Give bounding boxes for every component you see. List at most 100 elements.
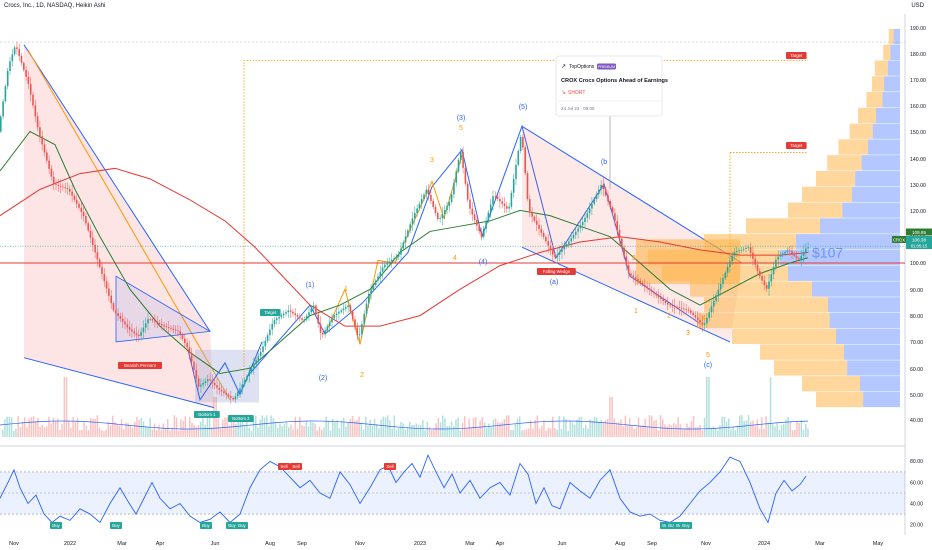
- volume-bar: [530, 420, 532, 437]
- volume-bar: [499, 423, 501, 437]
- candle-body: [499, 198, 501, 202]
- candle-body: [140, 331, 142, 337]
- candle-body: [96, 252, 99, 260]
- volume-bar: [180, 419, 182, 437]
- candle-body: [269, 329, 271, 336]
- candle-body: [59, 185, 62, 187]
- candle-body: [460, 151, 462, 160]
- candle-body: [404, 236, 407, 243]
- candle-body: [634, 277, 637, 280]
- volume-bar: [417, 424, 420, 437]
- rsi-line: [0, 453, 807, 524]
- vp-bar-blue: [868, 139, 900, 155]
- volume-bar: [389, 420, 391, 437]
- candle-body: [466, 183, 469, 200]
- volume-bar: [523, 429, 525, 437]
- candle-body: [501, 201, 503, 204]
- volume-bar: [248, 427, 250, 437]
- volume-bar: [316, 430, 319, 437]
- volume-bar: [754, 425, 756, 437]
- volume-bar: [721, 416, 723, 437]
- volume-bar: [752, 420, 754, 437]
- volume-bar: [142, 421, 145, 437]
- volume-bar: [745, 420, 748, 437]
- candle-body: [128, 327, 131, 330]
- candle-body: [108, 288, 110, 296]
- vp-bar-orange: [827, 155, 862, 171]
- vp-bar-blue: [861, 155, 900, 171]
- candle-body: [646, 286, 648, 289]
- vp-bar-orange: [872, 76, 884, 92]
- idea-card-headline[interactable]: CROX Crocs Options Ahead of Earnings: [561, 78, 668, 84]
- candle-body: [200, 384, 202, 387]
- sell-label: Sell: [386, 464, 393, 469]
- candle-body: [294, 313, 296, 316]
- volume-bar: [230, 419, 233, 437]
- idea-card[interactable]: ↗ TopOptions PREMIUM CROX Crocs Options …: [555, 55, 668, 117]
- volume-bar: [569, 421, 572, 437]
- candle-body: [687, 309, 690, 311]
- candle-body: [473, 214, 476, 220]
- candle-body: [308, 312, 310, 316]
- candle-body: [379, 271, 382, 277]
- volume-bar: [679, 424, 682, 437]
- volume-bar: [785, 419, 787, 437]
- candle-body: [604, 189, 607, 196]
- volume-bar: [202, 415, 204, 437]
- vp-bar-blue: [890, 44, 900, 60]
- buy-label: Buy: [112, 523, 120, 528]
- candle-body: [264, 340, 267, 347]
- volume-bar: [277, 428, 279, 437]
- volume-bar: [301, 425, 303, 437]
- volume-bar: [96, 415, 99, 437]
- volume-bar: [664, 424, 666, 437]
- volume-bar: [404, 429, 407, 437]
- orange-wave-label: 5: [706, 352, 710, 359]
- candle-body: [588, 208, 591, 214]
- target-label: Target: [790, 143, 803, 148]
- candle-body: [453, 182, 455, 195]
- volume-bar: [175, 417, 178, 437]
- volume-bar: [81, 429, 83, 437]
- candle-body: [39, 127, 41, 137]
- volume-profile: [648, 28, 900, 408]
- vp-bar-blue: [788, 265, 900, 281]
- volume-bar: [360, 422, 363, 437]
- volume-bar: [470, 427, 473, 437]
- volume-bar: [101, 429, 103, 437]
- volume-bar: [486, 427, 488, 437]
- volume-bar: [109, 425, 112, 437]
- x-tick-label: Aug: [615, 541, 625, 547]
- candle-body: [328, 322, 331, 327]
- volume-bar: [206, 415, 209, 437]
- candle-body: [356, 327, 359, 336]
- volume-bar: [358, 416, 360, 437]
- candle-body: [354, 319, 356, 328]
- candle-body: [374, 280, 377, 286]
- vp-bar-blue: [852, 186, 900, 203]
- candle-body: [66, 188, 69, 190]
- volume-bar: [765, 416, 767, 437]
- pattern-label-bg: [118, 362, 162, 369]
- volume-bar: [668, 424, 671, 437]
- volume-bar: [219, 428, 222, 437]
- rsi-y-tick-label: 80.00: [910, 459, 923, 465]
- volume-bar: [629, 417, 631, 437]
- volume-bar: [710, 428, 712, 437]
- candle-body: [552, 250, 554, 255]
- target-label-bg: [786, 142, 807, 149]
- candle-body: [618, 229, 621, 239]
- volume-bar: [200, 421, 202, 437]
- candle-body: [397, 254, 400, 257]
- volume-bar: [534, 419, 536, 437]
- volume-bar: [268, 426, 270, 437]
- high-price-tag: 108.85: [912, 230, 926, 235]
- candle-body: [131, 329, 133, 332]
- volume-bar: [640, 426, 642, 437]
- volume-bar: [805, 423, 807, 437]
- candle-body: [340, 310, 342, 312]
- candle-body: [170, 327, 172, 329]
- bearish-channel-fill: [24, 44, 214, 408]
- volume-bar: [505, 415, 508, 437]
